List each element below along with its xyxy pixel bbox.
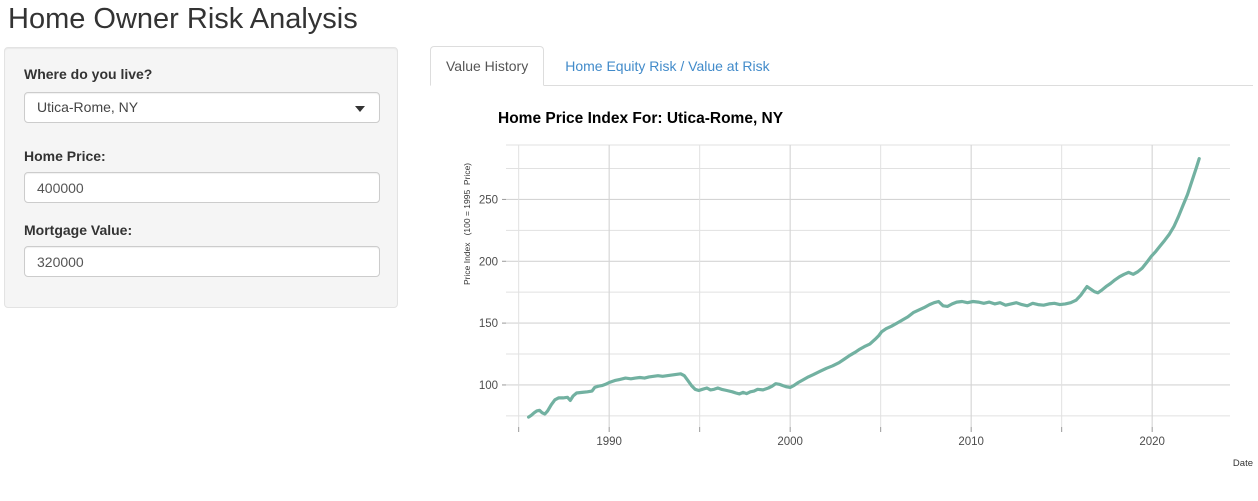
svg-text:2010: 2010 xyxy=(958,436,984,448)
y-axis-title: Price Index (100 = 1995 Price) xyxy=(462,163,472,285)
tab-home-equity-risk[interactable]: Home Equity Risk / Value at Risk xyxy=(549,46,785,86)
svg-text:2020: 2020 xyxy=(1139,436,1165,448)
sidebar-panel: Where do you live? Utica-Rome, NY Home P… xyxy=(4,47,398,308)
svg-text:150: 150 xyxy=(479,318,498,330)
mortgage-value-label: Mortgage Value: xyxy=(24,222,133,238)
axis-ticks xyxy=(502,198,1153,432)
location-field-group: Where do you live? Utica-Rome, NY xyxy=(24,65,380,123)
page-title: Home Owner Risk Analysis xyxy=(8,3,358,35)
y-axis-labels: 100 150 200 250 xyxy=(479,194,498,392)
svg-text:1990: 1990 xyxy=(596,436,622,448)
price-chart: 1990 2000 2010 2020 100 150 200 250 Price Index … xyxy=(462,144,1253,469)
svg-text:2000: 2000 xyxy=(777,436,803,448)
x-axis-labels: 1990 2000 2010 2020 xyxy=(596,436,1165,448)
chart-title: Home Price Index For: Utica-Rome, NY xyxy=(498,110,784,127)
svg-text:100: 100 xyxy=(479,380,498,392)
svg-text:250: 250 xyxy=(479,194,498,206)
location-select[interactable]: Utica-Rome, NY xyxy=(24,92,380,123)
home-price-input[interactable] xyxy=(24,172,380,203)
mortgage-value-input[interactable] xyxy=(24,246,380,277)
mortgage-field-group: Mortgage Value: xyxy=(24,221,380,277)
location-selected-value: Utica-Rome, NY xyxy=(37,99,139,115)
tab-bar: Value History Home Equity Risk / Value a… xyxy=(430,46,1253,86)
price-line xyxy=(526,157,1201,419)
tab-home-equity-risk-label[interactable]: Home Equity Risk / Value at Risk xyxy=(565,58,770,74)
chevron-down-icon xyxy=(355,106,365,112)
grid xyxy=(506,144,1230,427)
location-label: Where do you live? xyxy=(24,66,153,82)
tab-value-history[interactable]: Value History xyxy=(430,46,545,86)
home-price-field-group: Home Price: xyxy=(24,147,380,203)
home-price-label: Home Price: xyxy=(24,148,106,164)
x-axis-title: Date xyxy=(1233,458,1253,469)
tab-value-history-label[interactable]: Value History xyxy=(430,46,545,86)
svg-text:200: 200 xyxy=(479,256,498,268)
